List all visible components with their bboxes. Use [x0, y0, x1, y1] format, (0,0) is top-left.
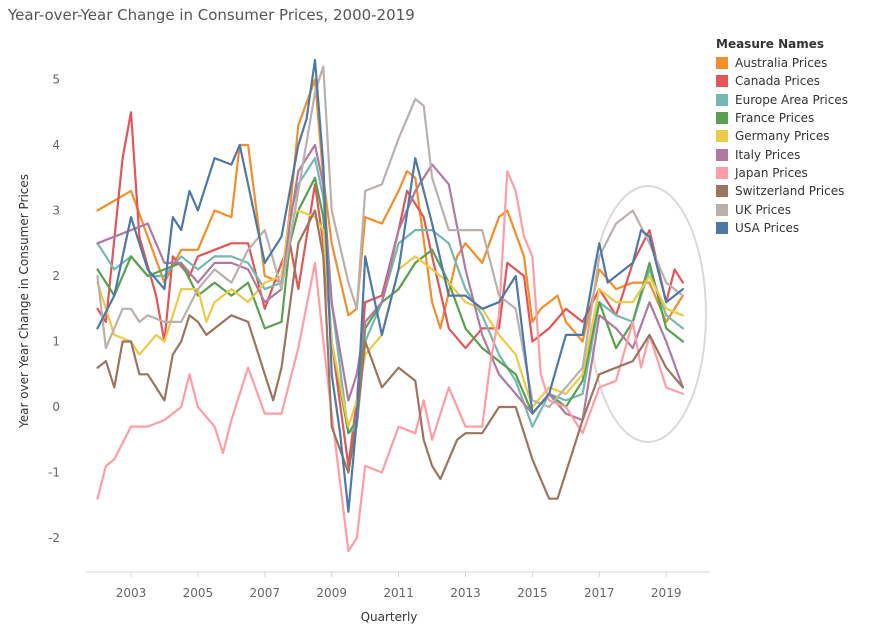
highlight-annotation — [589, 185, 707, 443]
legend-item[interactable]: Australia Prices — [716, 54, 874, 72]
legend-swatch — [716, 112, 728, 125]
legend-items: Australia Prices Canada Prices Europe Area… — [716, 54, 874, 237]
series-line-italy-prices[interactable] — [96, 143, 685, 422]
legend-label: UK Prices — [735, 202, 791, 217]
series-line-switzerland-prices[interactable] — [96, 209, 685, 500]
y-tick-label: -2 — [48, 531, 60, 545]
y-axis-title: Year over Year Change in Consumer Prices — [17, 174, 31, 429]
legend-label: Europe Area Prices — [735, 92, 848, 107]
y-axis-ticks: -2 -1 0 1 2 3 4 5 — [48, 73, 60, 546]
y-tick-label: 0 — [52, 400, 60, 414]
legend-swatch — [716, 166, 728, 179]
legend-item[interactable]: France Prices — [716, 109, 874, 127]
legend-label: Japan Prices — [735, 165, 808, 180]
legend-label: Canada Prices — [735, 74, 821, 89]
legend-swatch — [716, 75, 728, 88]
legend-label: Switzerland Prices — [735, 184, 845, 199]
legend-title: Measure Names — [716, 37, 825, 51]
legend-item[interactable]: Germany Prices — [716, 127, 874, 145]
y-tick-label: 1 — [52, 335, 60, 349]
y-tick-label: 5 — [52, 73, 60, 87]
legend-item[interactable]: Canada Prices — [716, 72, 874, 90]
y-tick-label: 2 — [52, 269, 60, 283]
legend-swatch — [716, 203, 728, 216]
legend-item[interactable]: Italy Prices — [716, 145, 874, 163]
y-tick-label: 4 — [52, 138, 60, 152]
x-tick-label: 2003 — [116, 586, 147, 600]
series-line-usa-prices[interactable] — [96, 58, 685, 513]
x-tick-label: 2005 — [183, 586, 214, 600]
legend-label: Australia Prices — [735, 56, 828, 71]
legend-label: France Prices — [735, 111, 815, 126]
legend-item[interactable]: Europe Area Prices — [716, 91, 874, 109]
legend-swatch — [716, 130, 728, 143]
legend-item[interactable]: Japan Prices — [716, 164, 874, 182]
legend-label: USA Prices — [735, 220, 800, 235]
y-tick-label: -1 — [48, 466, 60, 480]
x-tick-label: 2019 — [651, 586, 682, 600]
x-axis-ticks: 2003 2005 2007 2009 2011 2013 2015 2017 2019 — [116, 572, 682, 600]
legend-swatch — [716, 57, 728, 70]
legend-swatch — [716, 221, 728, 234]
series-line-uk-prices[interactable] — [96, 65, 685, 409]
x-tick-label: 2015 — [517, 586, 548, 600]
legend-swatch — [716, 148, 728, 161]
x-tick-label: 2009 — [316, 586, 347, 600]
series-line-japan-prices[interactable] — [96, 170, 685, 553]
x-tick-label: 2013 — [450, 586, 481, 600]
legend: Measure Names Australia Prices Canada Pri… — [716, 37, 874, 237]
x-tick-label: 2011 — [383, 586, 414, 600]
chart-title: Year-over-Year Change in Consumer Prices… — [8, 6, 415, 24]
series-line-australia-prices[interactable] — [96, 78, 685, 343]
highlight-ellipse — [589, 185, 707, 443]
legend-item[interactable]: UK Prices — [716, 200, 874, 218]
legend-swatch — [716, 185, 728, 198]
legend-swatch — [716, 93, 728, 106]
legend-label: Italy Prices — [735, 147, 801, 162]
x-tick-label: 2017 — [584, 586, 615, 600]
legend-item[interactable]: Switzerland Prices — [716, 182, 874, 200]
legend-label: Germany Prices — [735, 129, 830, 144]
plot-lines — [96, 58, 685, 553]
x-tick-label: 2007 — [250, 586, 281, 600]
x-axis-title: Quarterly — [361, 610, 418, 624]
y-tick-label: 3 — [52, 204, 60, 218]
legend-item[interactable]: USA Prices — [716, 219, 874, 237]
